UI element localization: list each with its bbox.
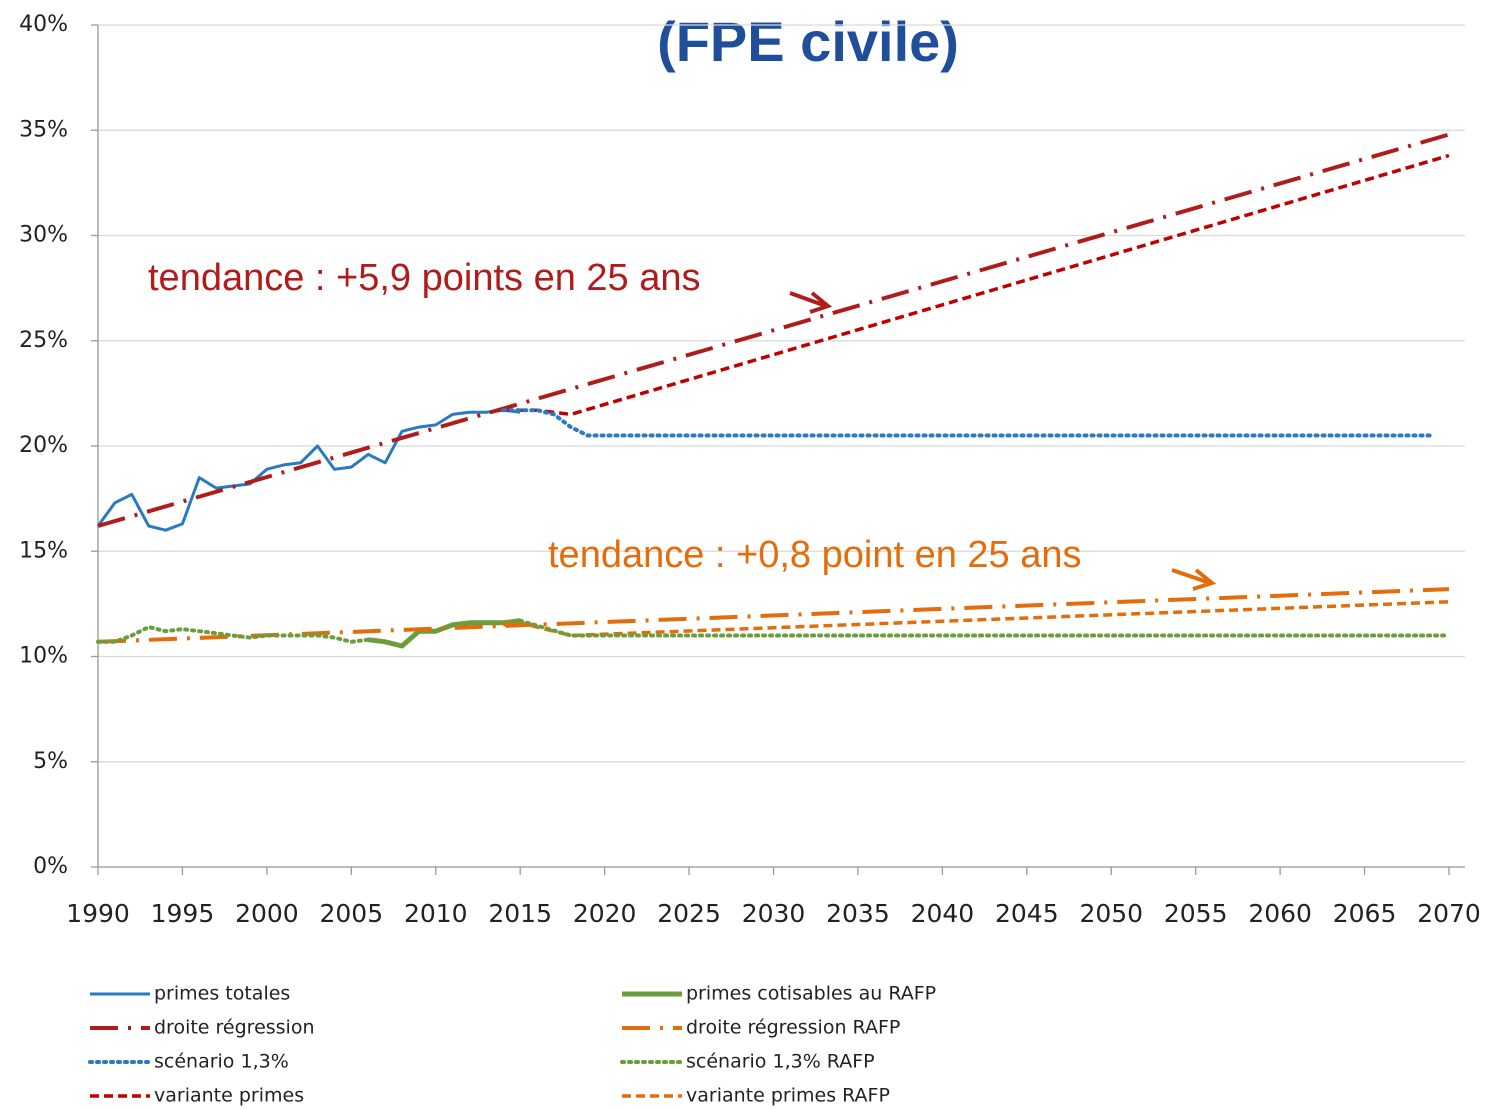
y-tick-label: 10% (19, 644, 68, 669)
series-line (96, 408, 521, 532)
x-tick-label: 2040 (911, 899, 975, 928)
arrow (789, 291, 833, 314)
legend-label: variante primes RAFP (686, 1085, 890, 1107)
x-tick-label: 1995 (151, 899, 215, 928)
legend-label: variante primes (154, 1085, 304, 1107)
y-tick-label: 20% (19, 433, 68, 458)
y-tick-label: 35% (19, 117, 68, 142)
series-line (96, 618, 1451, 644)
series-line (501, 408, 1435, 438)
series-line (97, 587, 1450, 644)
y-tick-label: 25% (19, 328, 68, 353)
legend-label: primes totales (154, 983, 290, 1005)
legend-label: scénario 1,3% (154, 1051, 289, 1073)
x-tick-label: 2055 (1164, 899, 1228, 928)
x-tick-label: 2025 (657, 899, 721, 928)
x-tick-label: 2065 (1333, 899, 1397, 928)
y-tick-label: 40% (19, 12, 68, 37)
y-tick-label: 5% (33, 749, 68, 774)
legend-label: droite régression (154, 1017, 315, 1039)
legend-label: primes cotisables au RAFP (686, 983, 936, 1005)
x-tick-label: 2035 (826, 899, 890, 928)
legend-label: droite régression RAFP (686, 1017, 900, 1039)
x-tick-label: 2060 (1248, 899, 1312, 928)
x-tick-label: 2010 (404, 899, 468, 928)
x-tick-label: 2005 (320, 899, 384, 928)
x-tick-label: 2015 (488, 899, 552, 928)
x-tick-label: 2050 (1079, 899, 1143, 928)
arrow (1171, 568, 1217, 591)
y-tick-label: 0% (33, 854, 68, 879)
series-line (367, 618, 521, 649)
annotation: tendance : +0,8 point en 25 ans (548, 534, 1081, 576)
x-tick-label: 2000 (235, 899, 299, 928)
x-tick-label: 2020 (573, 899, 637, 928)
x-tick-label: 2030 (742, 899, 806, 928)
y-tick-label: 15% (19, 538, 68, 563)
plot: 0% 5% 10% 15% 20% 25% 30% 35% 40% 1990 1995 2000 200… (19, 12, 1481, 928)
chart-title: (FPE civile) (657, 10, 959, 73)
series-line (97, 132, 1450, 528)
annotation: tendance : +5,9 points en 25 ans (148, 257, 700, 299)
legend-label: scénario 1,3% RAFP (686, 1051, 875, 1073)
y-tick-label: 30% (19, 223, 68, 248)
x-tick-label: 2045 (995, 899, 1059, 928)
x-tick-label: 2070 (1417, 899, 1481, 928)
x-tick-label: 1990 (66, 899, 130, 928)
